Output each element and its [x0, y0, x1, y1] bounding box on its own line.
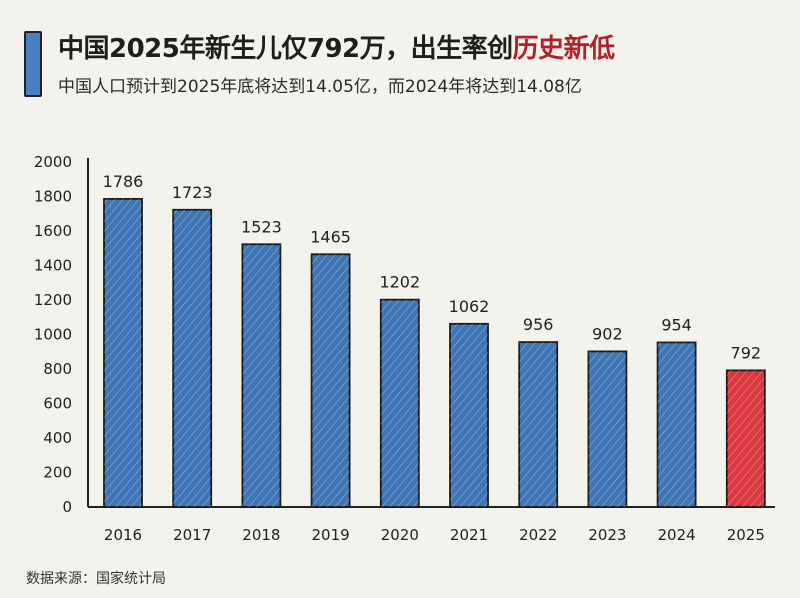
title-accent-bar	[24, 31, 42, 97]
y-tick-label: 1800	[34, 188, 72, 206]
page-title: 中国2025年新生儿仅792万，出生率创历史新低	[58, 28, 615, 65]
x-tick-label: 2021	[450, 526, 488, 544]
title-main: 中国2025年新生儿仅792万，出生率创	[58, 34, 513, 64]
bar-hatch	[242, 244, 281, 507]
bar-hatch	[311, 254, 350, 507]
y-tick-label: 600	[43, 395, 72, 413]
subtitle: 中国人口预计到2025年底将达到14.05亿，而2024年将达到14.08亿	[58, 77, 582, 97]
data-label: 1465	[310, 227, 351, 246]
data-label: 1062	[449, 297, 490, 316]
x-tick-label: 2018	[242, 526, 280, 544]
bar-hatch	[588, 351, 627, 507]
data-label: 954	[661, 315, 692, 334]
x-tick-label: 2023	[588, 526, 626, 544]
data-label: 902	[592, 324, 623, 343]
data-label: 1202	[379, 273, 420, 292]
y-tick-label: 1400	[34, 257, 72, 275]
y-tick-label: 1200	[34, 291, 72, 309]
bar-hatch	[657, 342, 696, 507]
y-tick-label: 200	[43, 464, 72, 482]
y-tick-label: 0	[62, 498, 72, 516]
x-tick-label: 2016	[104, 526, 142, 544]
data-source: 数据来源：国家统计局	[26, 571, 166, 587]
x-tick-label: 2024	[658, 526, 696, 544]
y-tick-label: 2000	[34, 153, 72, 171]
data-label: 792	[731, 343, 762, 362]
bar-hatch	[104, 198, 142, 508]
bar-hatch	[173, 209, 212, 507]
bar-hatch	[519, 342, 558, 507]
x-tick-label: 2019	[312, 526, 350, 544]
bar-hatch	[450, 323, 488, 507]
data-label: 1723	[172, 183, 213, 202]
x-tick-label: 2020	[381, 526, 419, 544]
x-tick-label: 2017	[173, 526, 211, 544]
y-tick-label: 1600	[34, 222, 72, 240]
data-label: 1786	[103, 172, 144, 191]
data-label: 1523	[241, 217, 282, 236]
x-tick-label: 2022	[519, 526, 557, 544]
title-highlight: 历史新低	[512, 34, 616, 64]
x-tick-label: 2025	[727, 526, 765, 544]
y-tick-label: 800	[43, 360, 72, 378]
y-tick-label: 400	[43, 429, 72, 447]
y-tick-label: 1000	[34, 326, 72, 344]
bar-hatch	[380, 299, 419, 507]
bar-hatch	[726, 370, 765, 507]
data-label: 956	[523, 315, 554, 334]
